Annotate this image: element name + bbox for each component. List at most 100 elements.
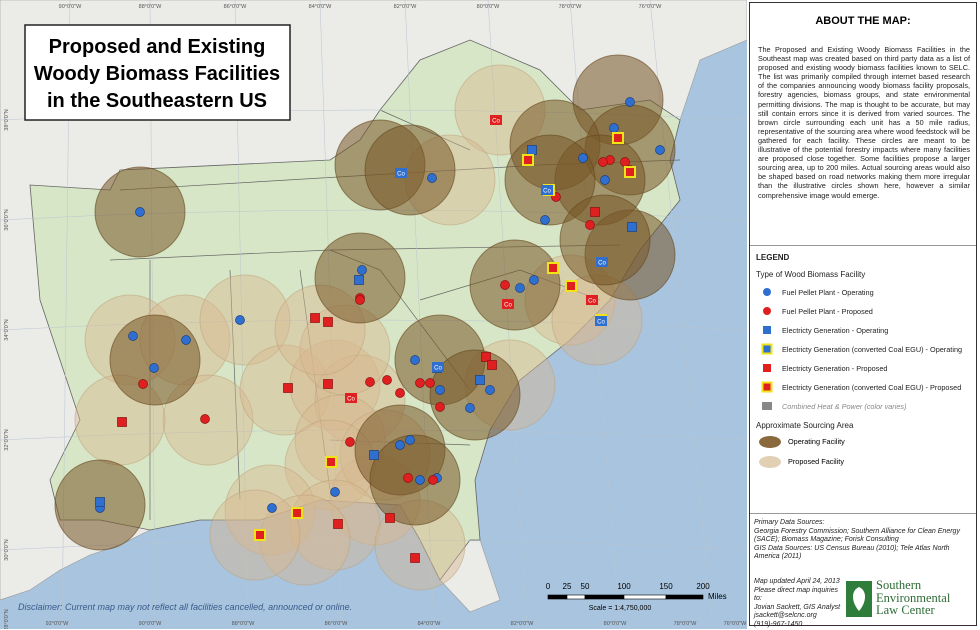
pellet-proposed [365, 377, 375, 387]
legend-icon-box [760, 342, 774, 361]
pellet-operating [465, 403, 475, 413]
pellet-operating [267, 503, 277, 513]
legend-icon [761, 343, 773, 355]
scale-label: 100 [617, 582, 631, 591]
pellet-operating [357, 265, 367, 275]
about-heading: ABOUT THE MAP: [815, 15, 911, 27]
electricity-proposed [333, 519, 343, 529]
legend-icon-box [760, 380, 774, 399]
legend-icon [763, 326, 771, 334]
longitude-label: 76°0'0"W [639, 4, 662, 10]
pellet-operating [149, 363, 159, 373]
legend-label: Electricty Generation (converted Coal EG… [782, 345, 963, 354]
pellet-operating [485, 385, 495, 395]
legend-icon [763, 364, 771, 372]
legend-label: Combined Heat & Power (color varies) [782, 402, 907, 411]
pellet-operating [435, 385, 445, 395]
latitude-label: 28°0'0"N [4, 609, 10, 629]
source-line: GIS Data Sources: US Census Bureau (2010… [754, 544, 950, 561]
facility-markers: Co Co Co Co Co Co Co Co Co [95, 97, 665, 563]
operating-area [469, 239, 561, 331]
operating-area [109, 314, 201, 406]
divider [750, 513, 976, 514]
pellet-proposed [395, 388, 405, 398]
legend-icon [762, 402, 772, 410]
logo-line: Southern [876, 578, 922, 592]
longitude-label: 92°0'0"W [46, 621, 69, 627]
pellet-operating [655, 145, 665, 155]
logo-text: Southern Environmental Law Center [876, 579, 950, 617]
source-line: Primary Data Sources: [754, 519, 825, 526]
map: Co Co Co Co Co Co Co Co Co Proposed and Existing… [0, 0, 747, 629]
chp-label: Co [504, 303, 512, 309]
longitude-label: 78°0'0"W [559, 4, 582, 10]
longitude-label: 88°0'0"W [139, 4, 162, 10]
scale-label: 50 [581, 582, 590, 591]
legend-symbol [761, 381, 773, 393]
latitude-label: 34°0'0"N [4, 319, 10, 340]
map-title: Proposed and Existing [49, 36, 266, 58]
pellet-proposed [382, 375, 392, 385]
chp-marker [596, 257, 608, 267]
coal-conversion-proposed [291, 507, 303, 519]
proposed-area [199, 274, 291, 366]
pellet-proposed [355, 295, 365, 305]
map-title: Woody Biomass Facilities [34, 63, 280, 85]
longitude-label: 76°0'0"W [724, 621, 747, 627]
credit-line: Jovian Sackett, GIS Analyst [754, 603, 841, 611]
legend-icon-box [760, 285, 774, 304]
longitude-label: 88°0'0"W [232, 621, 255, 627]
coal-conversion-proposed [522, 154, 534, 166]
coordinate-labels: 90°0'0"W 88°0'0"W 86°0'0"W 84°0'0"W 82°0'0"W… [4, 4, 747, 629]
legend-label: Electricty Generation - Operating [782, 326, 889, 335]
chp-marker [586, 295, 598, 305]
legend-icon-box [758, 455, 782, 474]
electricity-proposed [590, 207, 600, 217]
data-sources: Primary Data Sources: Georgia Forestry Co… [754, 519, 972, 562]
coal-conversion-proposed [612, 132, 624, 144]
legend-area-symbol [759, 436, 781, 448]
legend-icon [759, 456, 781, 468]
source-line: Georgia Forestry Commission; Southern Al… [754, 527, 960, 544]
pellet-operating [515, 283, 525, 293]
electricity-operating [354, 275, 364, 285]
pellet-proposed [435, 402, 445, 412]
chp-label: Co [397, 172, 405, 178]
electricity-proposed [410, 553, 420, 563]
coal-conversion-proposed [624, 166, 636, 178]
pellet-proposed [620, 157, 630, 167]
pellet-proposed [403, 473, 413, 483]
operating-area [369, 434, 461, 526]
pellet-operating [529, 275, 539, 285]
pellet-operating [609, 123, 619, 133]
chp-label: Co [347, 397, 355, 403]
latitude-label: 36°0'0"N [4, 209, 10, 230]
scale-segment [665, 594, 704, 600]
pellet-operating [135, 207, 145, 217]
pellet-operating [427, 173, 437, 183]
legend-icon [763, 307, 771, 315]
legend-icon-box [760, 361, 774, 380]
disclaimer: Disclaimer: Current map may not reflect … [18, 602, 352, 612]
map-title: in the Southeastern US [47, 90, 267, 112]
pellet-operating [578, 153, 588, 163]
electricity-proposed [283, 383, 293, 393]
legend-subtitle: Type of Wood Biomass Facility [756, 270, 866, 279]
pellet-operating [128, 331, 138, 341]
pellet-proposed [138, 379, 148, 389]
pellet-proposed [500, 280, 510, 290]
chp-label: Co [597, 320, 605, 326]
legend-area-symbol [759, 456, 781, 468]
scale-label: 25 [563, 582, 572, 591]
scale-segment [547, 594, 568, 600]
legend-label: Electricty Generation - Proposed [782, 364, 888, 373]
pellet-operating [600, 175, 610, 185]
chp-label: Co [588, 299, 596, 305]
electricity-operating [95, 497, 105, 507]
electricity-operating [627, 222, 637, 232]
credit-line: Please direct map inquiries to: [754, 586, 839, 603]
legend-label: Fuel Pellet Plant - Operating [782, 288, 874, 297]
legend-symbol [763, 326, 771, 334]
legend-icon [763, 288, 771, 296]
chp-label: Co [434, 366, 442, 372]
